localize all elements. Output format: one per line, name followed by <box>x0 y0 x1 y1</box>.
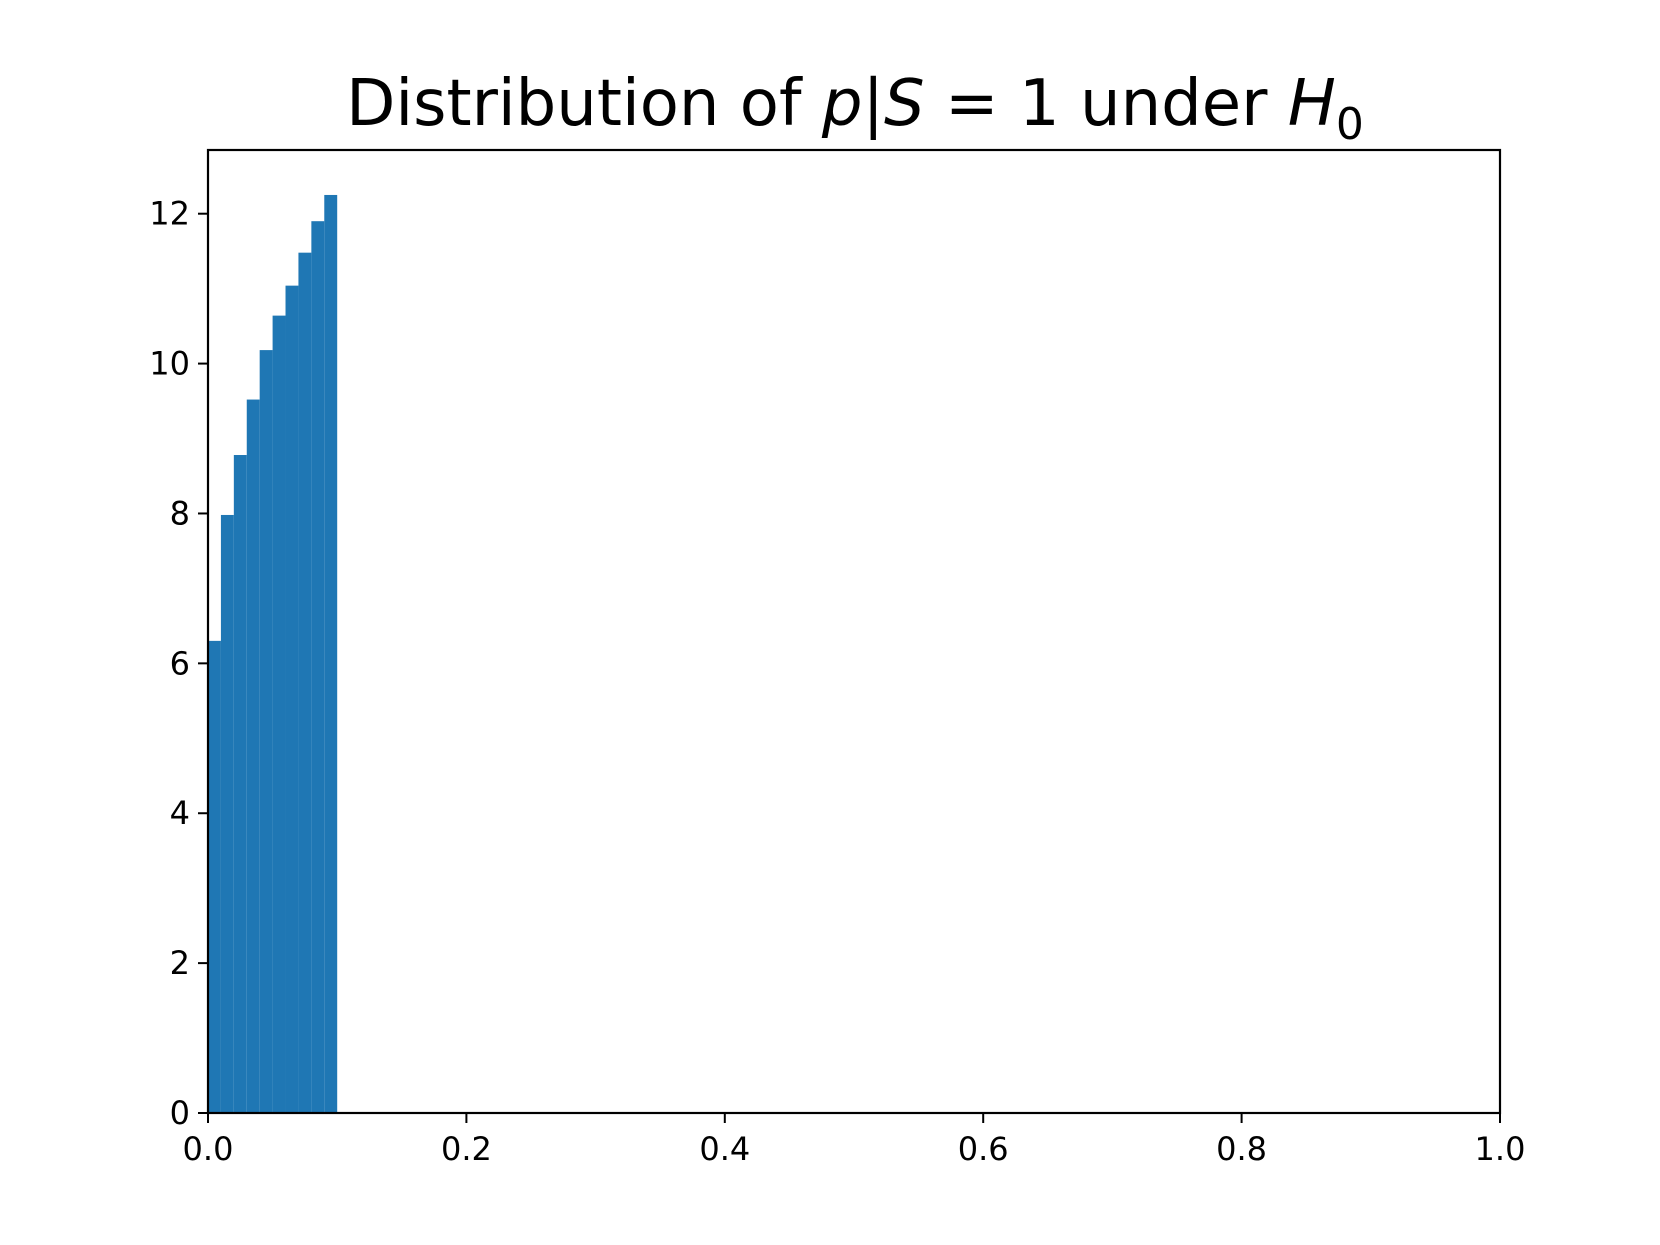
title-math-p: p <box>821 67 863 141</box>
title-separator: | <box>862 67 884 141</box>
histogram-bar <box>208 640 221 1113</box>
x-tick-label: 0.6 <box>958 1130 1009 1168</box>
histogram-bar <box>298 252 312 1113</box>
histogram-bar <box>233 455 247 1113</box>
x-axis-ticks: 0.0 0.2 0.4 0.6 0.8 1.0 <box>183 1113 1526 1168</box>
histogram-bar <box>220 514 234 1113</box>
y-tick-label: 2 <box>170 944 190 982</box>
histogram-bar <box>285 285 299 1113</box>
title-prefix: Distribution of <box>346 67 822 141</box>
histogram-bar <box>324 194 338 1114</box>
histogram-bar <box>272 315 286 1114</box>
y-axis-ticks: 0 2 4 6 8 10 12 <box>149 195 208 1132</box>
histogram-bar <box>259 350 273 1113</box>
title-math-h: H <box>1288 67 1336 141</box>
title-subscript: 0 <box>1336 99 1364 150</box>
chart-title: Distribution of p|S = 1 under H0 <box>346 67 1364 150</box>
bars-group <box>208 194 338 1114</box>
x-tick-label: 1.0 <box>1475 1130 1526 1168</box>
title-math-s: S <box>884 67 925 141</box>
x-tick-label: 0.8 <box>1216 1130 1267 1168</box>
y-tick-label: 8 <box>170 494 190 532</box>
title-equals: = 1 <box>925 67 1060 141</box>
y-tick-label: 10 <box>149 345 190 383</box>
y-tick-label: 12 <box>149 195 190 233</box>
title-middle: under <box>1060 67 1288 141</box>
y-tick-label: 4 <box>170 794 190 832</box>
histogram-bar <box>246 399 260 1113</box>
x-tick-label: 0.0 <box>183 1130 234 1168</box>
y-tick-label: 0 <box>170 1094 190 1132</box>
y-tick-label: 6 <box>170 644 190 682</box>
x-tick-label: 0.2 <box>441 1130 492 1168</box>
plot-area-frame <box>206 148 1502 1115</box>
x-tick-label: 0.4 <box>699 1130 750 1168</box>
histogram-bar <box>311 221 325 1113</box>
